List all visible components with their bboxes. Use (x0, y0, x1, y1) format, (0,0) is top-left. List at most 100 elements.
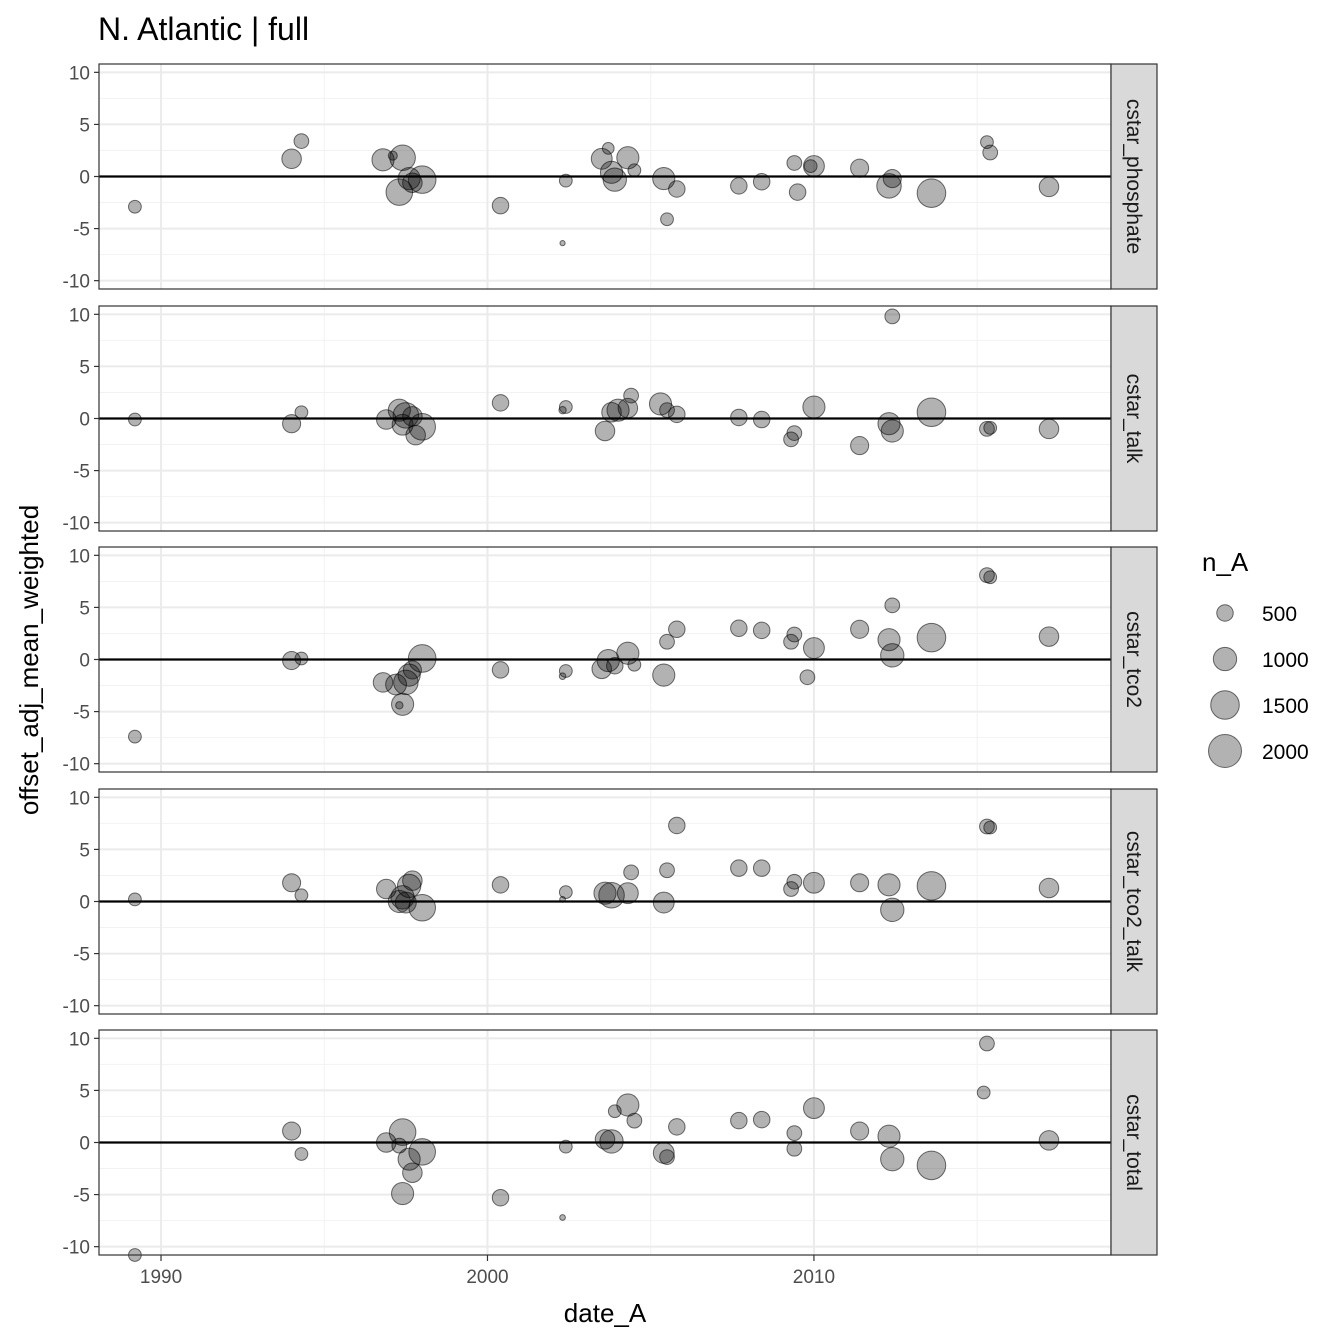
data-point (983, 570, 998, 585)
y-tick-label: 5 (79, 1081, 90, 1102)
data-point (916, 397, 947, 428)
legend-key-label: 1500 (1262, 695, 1309, 718)
y-tick-label: 0 (79, 1134, 90, 1155)
data-point (659, 633, 675, 650)
x-axis: 1990 2000 2010 (140, 1255, 835, 1288)
y-tick-label: -10 (63, 272, 90, 293)
data-point (652, 167, 676, 191)
data-point (659, 1149, 675, 1165)
facet-strip-label: cstar_total (1122, 1094, 1145, 1191)
y-tick-label: -5 (73, 1186, 90, 1207)
x-tick-label: 2010 (793, 1267, 835, 1288)
data-point (594, 420, 616, 442)
data-point (601, 142, 615, 155)
y-tick-label: -5 (73, 703, 90, 724)
data-point (884, 308, 901, 325)
data-point (802, 871, 825, 894)
data-point (558, 672, 567, 680)
facet-strip-label: cstar_tco2_talk (1122, 831, 1145, 973)
data-point (1038, 626, 1060, 647)
data-point (752, 410, 771, 429)
data-point (979, 1035, 995, 1052)
facet-panel-cstar_tco2: 10 5 0 -5 -10 cstar_tco2 (63, 546, 1158, 776)
data-point (623, 387, 639, 404)
data-point (659, 862, 675, 879)
data-point (128, 199, 142, 214)
y-tick-label: 0 (79, 410, 90, 431)
data-point (916, 178, 947, 208)
facet-strip-label: cstar_phosphate (1122, 99, 1145, 254)
y-tick-label: 5 (79, 357, 90, 378)
x-axis-title: date_A (564, 1298, 647, 1328)
y-tick-label: -5 (73, 462, 90, 483)
data-point (602, 167, 627, 192)
data-point (668, 405, 686, 424)
data-point (402, 660, 422, 680)
data-point (1038, 1130, 1060, 1151)
data-point (408, 893, 436, 922)
data-point (668, 180, 686, 198)
y-tick-label: -5 (73, 220, 90, 241)
data-point (788, 183, 807, 201)
x-tick-label: 1990 (140, 1267, 182, 1288)
facet-strip (1110, 546, 1158, 773)
data-point (877, 1124, 901, 1148)
data-point (558, 405, 567, 415)
y-tick-label: 5 (79, 840, 90, 861)
data-point (128, 729, 142, 744)
data-point (491, 661, 510, 679)
y-tick-label: 10 (69, 1029, 90, 1050)
data-point (880, 419, 904, 443)
data-point (659, 402, 675, 419)
data-point (982, 144, 999, 161)
data-point (391, 1137, 408, 1154)
data-point (803, 159, 818, 173)
data-point (880, 1146, 905, 1172)
data-point (391, 1181, 415, 1206)
data-point (601, 401, 622, 423)
facet-panel-cstar_tco2_talk: 10 5 0 -5 -10 cstar_tco2_talk (63, 788, 1158, 1018)
data-point (850, 436, 870, 456)
data-point (294, 651, 309, 666)
data-point (389, 144, 416, 172)
facet-strip-label: cstar_tco2 (1122, 611, 1145, 708)
facet-panels: 10 5 0 -5 -10 cstar_phosphate 10 5 0 -5 -10 cstar_t… (63, 63, 1158, 1262)
data-point (752, 172, 771, 191)
data-point (730, 1111, 748, 1130)
y-tick-label: -10 (63, 755, 90, 776)
data-point (408, 413, 436, 441)
data-point (983, 820, 998, 835)
data-point (786, 155, 803, 171)
data-point (627, 657, 642, 672)
data-point (850, 619, 870, 639)
y-tick-label: 10 (69, 63, 90, 84)
data-point (376, 1132, 397, 1153)
data-point (402, 172, 423, 194)
data-point (979, 421, 995, 437)
data-point (802, 1097, 825, 1120)
data-point (668, 620, 686, 639)
legend-key-circle (1210, 690, 1240, 720)
facet-strip (1110, 63, 1158, 290)
data-point (388, 1118, 417, 1146)
data-point (606, 657, 624, 675)
y-tick-label: 0 (79, 168, 90, 189)
data-point (491, 196, 510, 215)
data-point (802, 395, 826, 419)
data-point (407, 165, 437, 194)
data-point (599, 1129, 624, 1154)
data-point (752, 621, 771, 640)
data-point (976, 1085, 991, 1100)
data-point (916, 1150, 947, 1181)
y-tick-label: 0 (79, 893, 90, 914)
data-point (786, 1125, 803, 1142)
y-tick-label: 5 (79, 598, 90, 619)
data-point (1038, 877, 1060, 899)
data-point (1038, 418, 1060, 440)
data-point (799, 669, 816, 686)
facet-panel-cstar_talk: 10 5 0 -5 -10 cstar_talk (63, 305, 1158, 535)
data-point (1038, 176, 1060, 198)
data-point (128, 892, 142, 907)
data-point (559, 896, 566, 903)
data-point (877, 628, 901, 652)
